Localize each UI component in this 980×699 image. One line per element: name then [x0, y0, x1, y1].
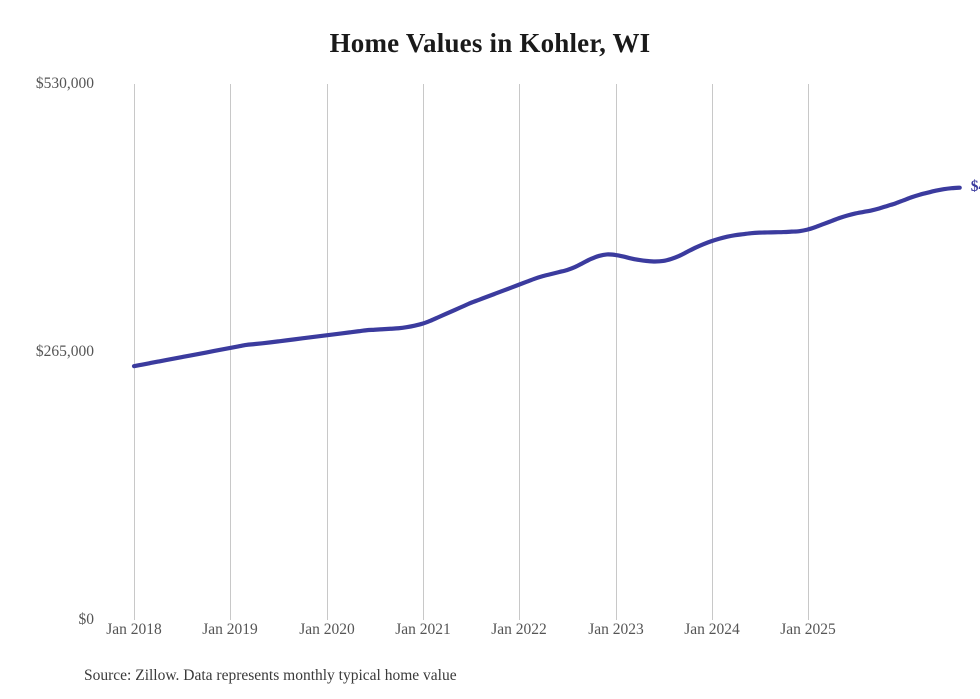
gridline-jan-2018	[134, 84, 135, 620]
gridline-jan-2025	[808, 84, 809, 620]
y-axis-tick-label-top: $530,000	[35, 75, 94, 92]
x-axis-tick-label-jan-2024: Jan 2024	[684, 621, 740, 638]
series-line-typical-home-value	[131, 185, 962, 369]
source-footnote: Source: Zillow. Data represents monthly …	[84, 667, 457, 684]
end-value-annotation: $427,492	[970, 177, 980, 195]
x-axis-tick-label-jan-2018: Jan 2018	[106, 621, 162, 638]
chart-title: Home Values in Kohler, WI	[329, 28, 651, 58]
x-axis-tick-label-jan-2020: Jan 2020	[299, 621, 355, 638]
x-axis-tick-label-jan-2022: Jan 2022	[491, 621, 547, 638]
x-axis-tick-label-jan-2023: Jan 2023	[588, 621, 644, 638]
gridline-jan-2020	[327, 84, 328, 620]
gridline-jan-2024	[712, 84, 713, 620]
gridline-jan-2021	[423, 84, 424, 620]
x-axis-tick-label-jan-2019: Jan 2019	[202, 621, 258, 638]
x-axis-tick-label-jan-2025: Jan 2025	[780, 621, 836, 638]
y-axis-tick-label-zero: $0	[78, 611, 95, 628]
y-axis-tick-label-mid: $265,000	[35, 343, 94, 360]
gridline-jan-2019	[230, 84, 231, 620]
gridline-jan-2022	[519, 84, 520, 620]
x-axis-tick-label-jan-2021: Jan 2021	[395, 621, 451, 638]
gridline-jan-2023	[616, 84, 617, 620]
